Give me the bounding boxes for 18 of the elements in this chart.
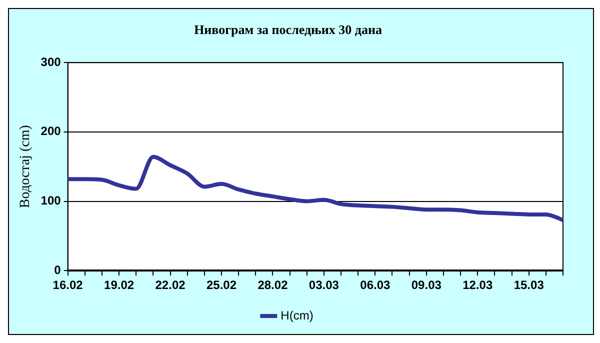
x-tick-label: 06.03 — [360, 278, 391, 292]
y-tick-label: 100 — [40, 194, 62, 208]
line-series — [66, 154, 565, 222]
y-tick-label: 300 — [40, 54, 62, 69]
x-tick-label: 03.03 — [308, 278, 340, 292]
x-tick-label: 19.02 — [104, 278, 134, 292]
x-tick-label: 28.02 — [258, 278, 288, 292]
x-tick-label: 25.02 — [206, 278, 237, 292]
x-tick-label: 09.03 — [411, 278, 442, 292]
x-tick-label: 15.03 — [514, 278, 544, 292]
legend-label: H(cm) — [280, 308, 314, 322]
y-axis-title: Водостај (cm) — [18, 124, 34, 208]
chart-title: Нивограм за последњих 30 дана — [194, 22, 382, 38]
x-tick-label: 22.02 — [155, 278, 186, 292]
x-tick-label: 16.02 — [52, 278, 84, 292]
x-tick-label: 12.03 — [462, 278, 493, 292]
y-tick-label: 200 — [40, 124, 62, 138]
y-tick-label: 0 — [54, 262, 62, 277]
